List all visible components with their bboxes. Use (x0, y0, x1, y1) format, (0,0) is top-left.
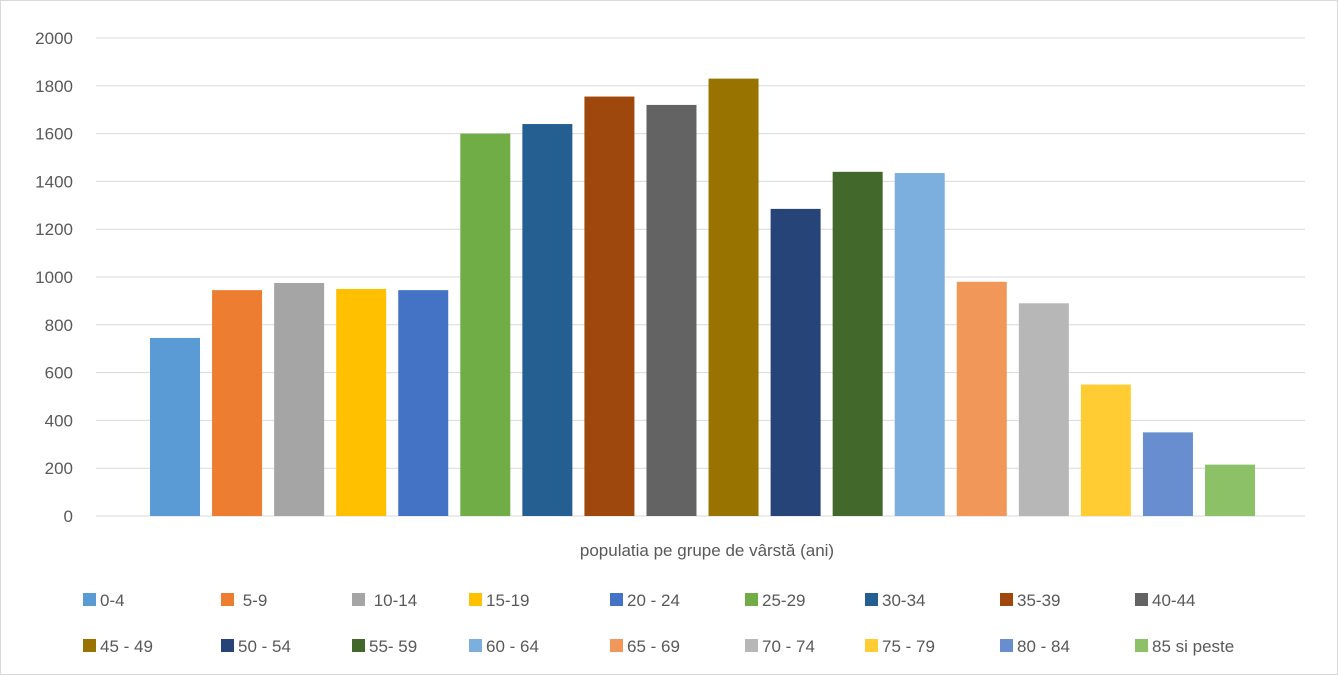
legend-item: 40-44 (1135, 591, 1195, 610)
legend-item: 25-29 (745, 591, 805, 610)
y-tick-label: 0 (64, 507, 73, 526)
y-tick-label: 2000 (35, 29, 73, 48)
legend-item: 15-19 (469, 591, 529, 610)
legend-item: 5-9 (221, 591, 267, 610)
legend-swatch (745, 593, 758, 606)
legend-swatch (1000, 593, 1013, 606)
y-tick-label: 1800 (35, 77, 73, 96)
legend-swatch (610, 593, 623, 606)
legend-item: 85 si peste (1135, 637, 1234, 656)
legend-label: 50 - 54 (238, 637, 291, 656)
legend-label: 45 - 49 (100, 637, 153, 656)
legend-swatch (1000, 639, 1013, 652)
legend-label: 75 - 79 (882, 637, 935, 656)
x-axis-label: populatia pe grupe de vârstă (ani) (580, 541, 834, 560)
legend-swatch (221, 593, 234, 606)
bar (274, 282, 325, 516)
legend: 0-4 5-9 10-14 15-19 20 - 24 25-29 30-34 35-39… (83, 591, 1234, 656)
bar (956, 281, 1007, 516)
legend-item: 65 - 69 (610, 637, 680, 656)
legend-swatch (745, 639, 758, 652)
y-tick-label: 1600 (35, 125, 73, 144)
y-tick-label: 800 (45, 316, 73, 335)
legend-label: 15-19 (486, 591, 529, 610)
bar (1018, 303, 1069, 516)
legend-item: 30-34 (865, 591, 925, 610)
bar (584, 96, 635, 517)
legend-swatch (469, 639, 482, 652)
legend-swatch (1135, 639, 1148, 652)
legend-label: 55- 59 (369, 637, 417, 656)
legend-item: 35-39 (1000, 591, 1060, 610)
bar (398, 290, 449, 516)
y-tick-label: 1000 (35, 268, 73, 287)
legend-swatch (352, 593, 365, 606)
legend-item: 55- 59 (352, 637, 417, 656)
legend-label: 85 si peste (1152, 637, 1234, 656)
legend-swatch (1135, 593, 1148, 606)
y-axis-ticks: 0 200 400 600 800 1000 1200 1400 1600 1800 2000 (35, 29, 73, 526)
bar (708, 78, 759, 516)
legend-label: 65 - 69 (627, 637, 680, 656)
y-tick-label: 1200 (35, 220, 73, 239)
legend-label: 5-9 (238, 591, 267, 610)
legend-label: 80 - 84 (1017, 637, 1070, 656)
legend-item: 0-4 (83, 591, 125, 610)
legend-swatch (469, 593, 482, 606)
legend-item: 50 - 54 (221, 637, 291, 656)
legend-swatch (865, 593, 878, 606)
legend-swatch (221, 639, 234, 652)
legend-swatch (83, 593, 96, 606)
legend-swatch (610, 639, 623, 652)
legend-item: 45 - 49 (83, 637, 153, 656)
bar (770, 208, 821, 516)
y-tick-label: 400 (45, 411, 73, 430)
bar (1205, 464, 1256, 516)
legend-item: 10-14 (352, 591, 417, 610)
legend-label: 25-29 (762, 591, 805, 610)
legend-swatch (352, 639, 365, 652)
legend-item: 75 - 79 (865, 637, 935, 656)
legend-label: 0-4 (100, 591, 125, 610)
legend-item: 20 - 24 (610, 591, 680, 610)
bar (336, 288, 387, 516)
y-tick-label: 1400 (35, 172, 73, 191)
bar (460, 133, 511, 516)
y-tick-label: 200 (45, 459, 73, 478)
bar (1080, 384, 1131, 516)
bar (646, 104, 697, 517)
legend-label: 60 - 64 (486, 637, 539, 656)
bar (1142, 432, 1193, 516)
y-tick-label: 600 (45, 364, 73, 383)
bar (150, 337, 200, 516)
bar (212, 290, 263, 516)
legend-label: 70 - 74 (762, 637, 815, 656)
legend-label: 20 - 24 (627, 591, 680, 610)
legend-label: 10-14 (369, 591, 417, 610)
bar (894, 173, 945, 516)
legend-item: 70 - 74 (745, 637, 815, 656)
bar (832, 171, 883, 516)
legend-label: 30-34 (882, 591, 925, 610)
legend-label: 40-44 (1152, 591, 1195, 610)
bars (150, 78, 1256, 517)
legend-item: 60 - 64 (469, 637, 539, 656)
legend-swatch (865, 639, 878, 652)
bar (522, 124, 573, 516)
legend-swatch (83, 639, 96, 652)
legend-item: 80 - 84 (1000, 637, 1070, 656)
legend-label: 35-39 (1017, 591, 1060, 610)
